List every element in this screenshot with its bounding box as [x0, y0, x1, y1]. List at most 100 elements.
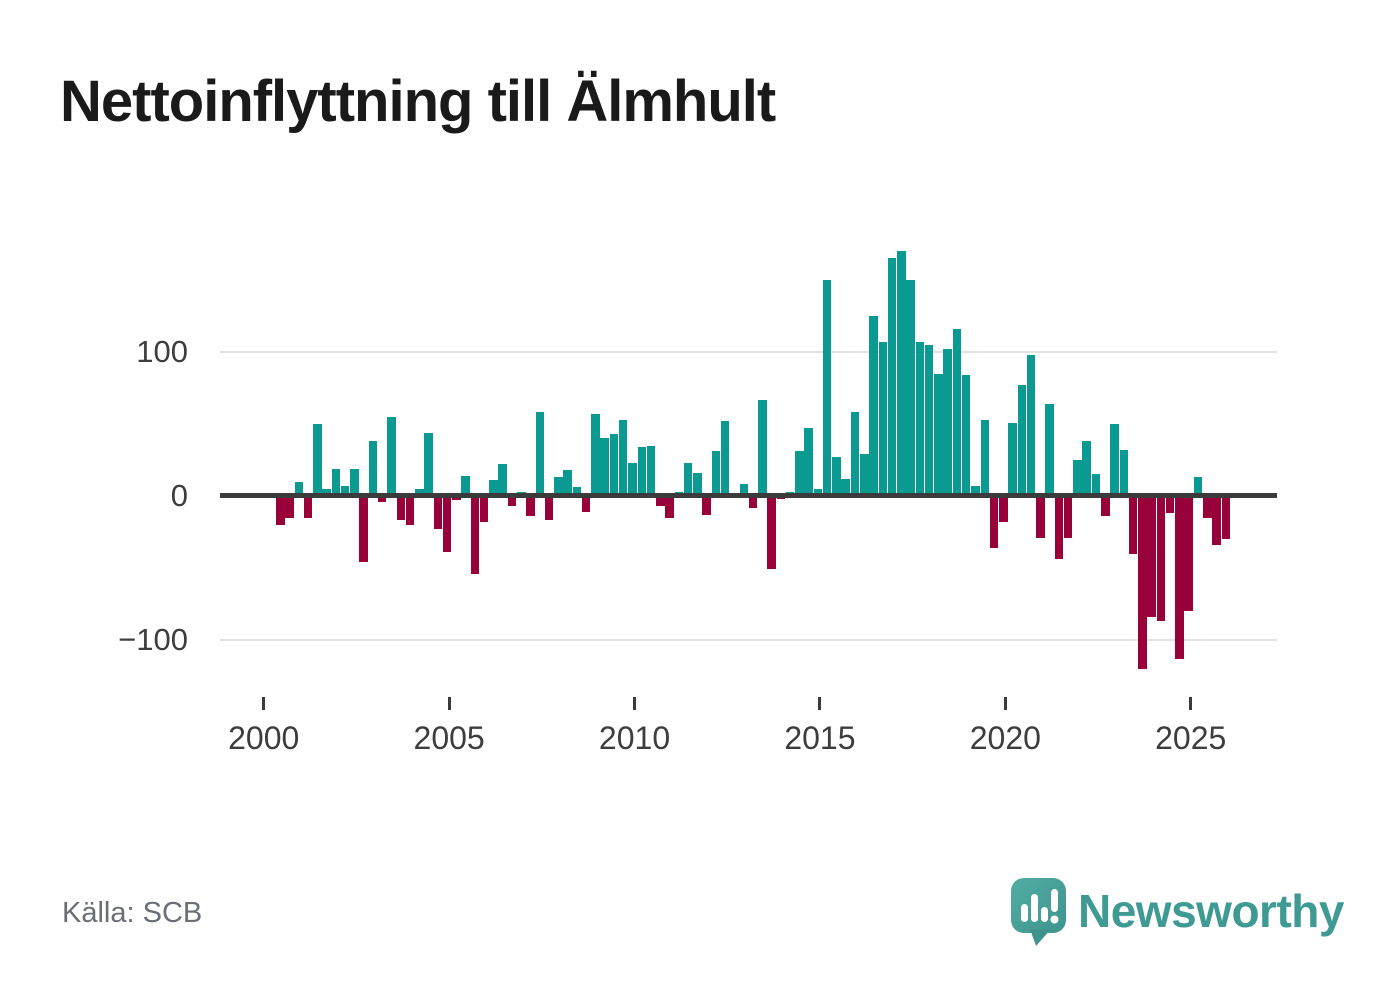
- x-axis-tick: [447, 697, 451, 710]
- bar-positive: [1045, 403, 1054, 496]
- bar-negative: [581, 496, 591, 512]
- bar-negative: [526, 496, 535, 517]
- bar-positive: [860, 454, 869, 496]
- bar-positive: [340, 485, 350, 496]
- bar-positive: [554, 477, 563, 496]
- mini-bar-icon: [1021, 904, 1028, 922]
- exclamation-icon: [1051, 889, 1058, 912]
- bar-positive: [1017, 385, 1027, 496]
- x-axis-tick-label: 2020: [969, 720, 1041, 756]
- bar-positive: [489, 480, 498, 496]
- bar-negative: [405, 496, 415, 525]
- bar-positive: [1008, 422, 1017, 496]
- bar-positive: [387, 416, 396, 496]
- bar-positive: [869, 316, 878, 496]
- bar-negative: [544, 496, 554, 521]
- bar-positive: [461, 475, 470, 496]
- bar-negative: [665, 496, 674, 518]
- bar-positive: [350, 468, 359, 496]
- bar-negative: [377, 496, 387, 502]
- bar-positive: [637, 447, 647, 496]
- bar-positive: [1119, 449, 1129, 496]
- bar-positive: [646, 445, 656, 496]
- bar-positive: [1110, 424, 1119, 496]
- newsworthy-logo-icon: [1011, 878, 1066, 946]
- bar-positive: [535, 412, 545, 496]
- x-axis-tick-label: 2010: [598, 720, 671, 756]
- bar-negative: [1203, 496, 1212, 518]
- bar-positive: [331, 468, 341, 496]
- x-axis-tick: [818, 697, 822, 710]
- mini-bar-icon: [1041, 907, 1048, 922]
- bar-negative: [748, 496, 758, 508]
- bar-positive: [804, 428, 813, 496]
- bar-positive: [600, 438, 609, 496]
- bar-negative: [1221, 496, 1231, 540]
- speech-bubble-tail: [1030, 929, 1051, 946]
- bar-positive: [1073, 460, 1082, 496]
- bar-negative: [285, 496, 294, 518]
- x-axis-tick: [633, 697, 637, 710]
- bar-negative: [1036, 496, 1045, 538]
- bar-positive: [934, 373, 943, 496]
- bar-negative: [1165, 496, 1175, 514]
- bar-positive: [924, 344, 934, 496]
- x-axis-tick-label: 2005: [413, 720, 485, 756]
- bar-negative: [702, 496, 711, 515]
- x-axis-tick: [262, 697, 266, 710]
- bar-negative: [442, 496, 452, 553]
- bar-negative: [276, 496, 285, 525]
- bar-negative: [1147, 496, 1156, 617]
- bar-positive: [628, 462, 637, 496]
- bar-negative: [1101, 496, 1110, 517]
- gridline: [220, 639, 1277, 641]
- bar-negative: [999, 496, 1008, 522]
- bar-positive: [943, 349, 952, 496]
- bar-negative: [1054, 496, 1064, 560]
- bar-positive: [368, 441, 378, 496]
- bar-positive: [609, 434, 619, 496]
- mini-bar-icon: [1031, 894, 1038, 922]
- bar-positive: [952, 328, 962, 496]
- bar-positive: [693, 472, 702, 496]
- x-axis-tick: [1189, 697, 1193, 710]
- bar-positive: [591, 413, 600, 496]
- x-axis-tick-label: 2000: [228, 720, 300, 756]
- bar-negative: [1175, 496, 1184, 659]
- x-axis-tick-label: 2025: [1155, 720, 1227, 756]
- bar-negative: [1138, 496, 1147, 669]
- bar-negative: [479, 496, 489, 522]
- bar-positive: [887, 258, 897, 496]
- x-axis-tick: [1003, 697, 1007, 710]
- bar-positive: [1082, 441, 1091, 496]
- bar-positive: [813, 488, 823, 496]
- bar-positive: [498, 464, 507, 496]
- bar-negative: [1156, 496, 1166, 622]
- source-label: Källa: SCB: [62, 897, 203, 929]
- y-axis-tick-label: 0: [170, 478, 188, 513]
- bar-negative: [470, 496, 480, 574]
- bar-positive: [906, 280, 915, 496]
- bar-positive: [1091, 474, 1101, 496]
- bar-positive: [618, 419, 628, 496]
- bar-positive: [683, 462, 693, 496]
- bar-positive: [563, 470, 572, 496]
- bar-positive: [322, 488, 331, 496]
- bar-positive: [878, 341, 888, 496]
- x-axis-tick-label: 2015: [784, 720, 856, 756]
- bar-positive: [795, 451, 804, 496]
- zero-axis-line: [220, 493, 1277, 498]
- bar-negative: [396, 496, 405, 521]
- bar-negative: [656, 496, 665, 507]
- bar-positive: [897, 251, 906, 496]
- bar-positive: [720, 421, 730, 496]
- bar-positive: [822, 280, 832, 496]
- bar-negative: [303, 496, 313, 518]
- bar-positive: [850, 412, 860, 496]
- bar-positive: [572, 487, 582, 496]
- exclamation-dot-icon: [1050, 915, 1059, 924]
- bar-negative: [507, 496, 517, 507]
- bar-positive: [1026, 354, 1036, 496]
- bar-negative: [1063, 496, 1073, 538]
